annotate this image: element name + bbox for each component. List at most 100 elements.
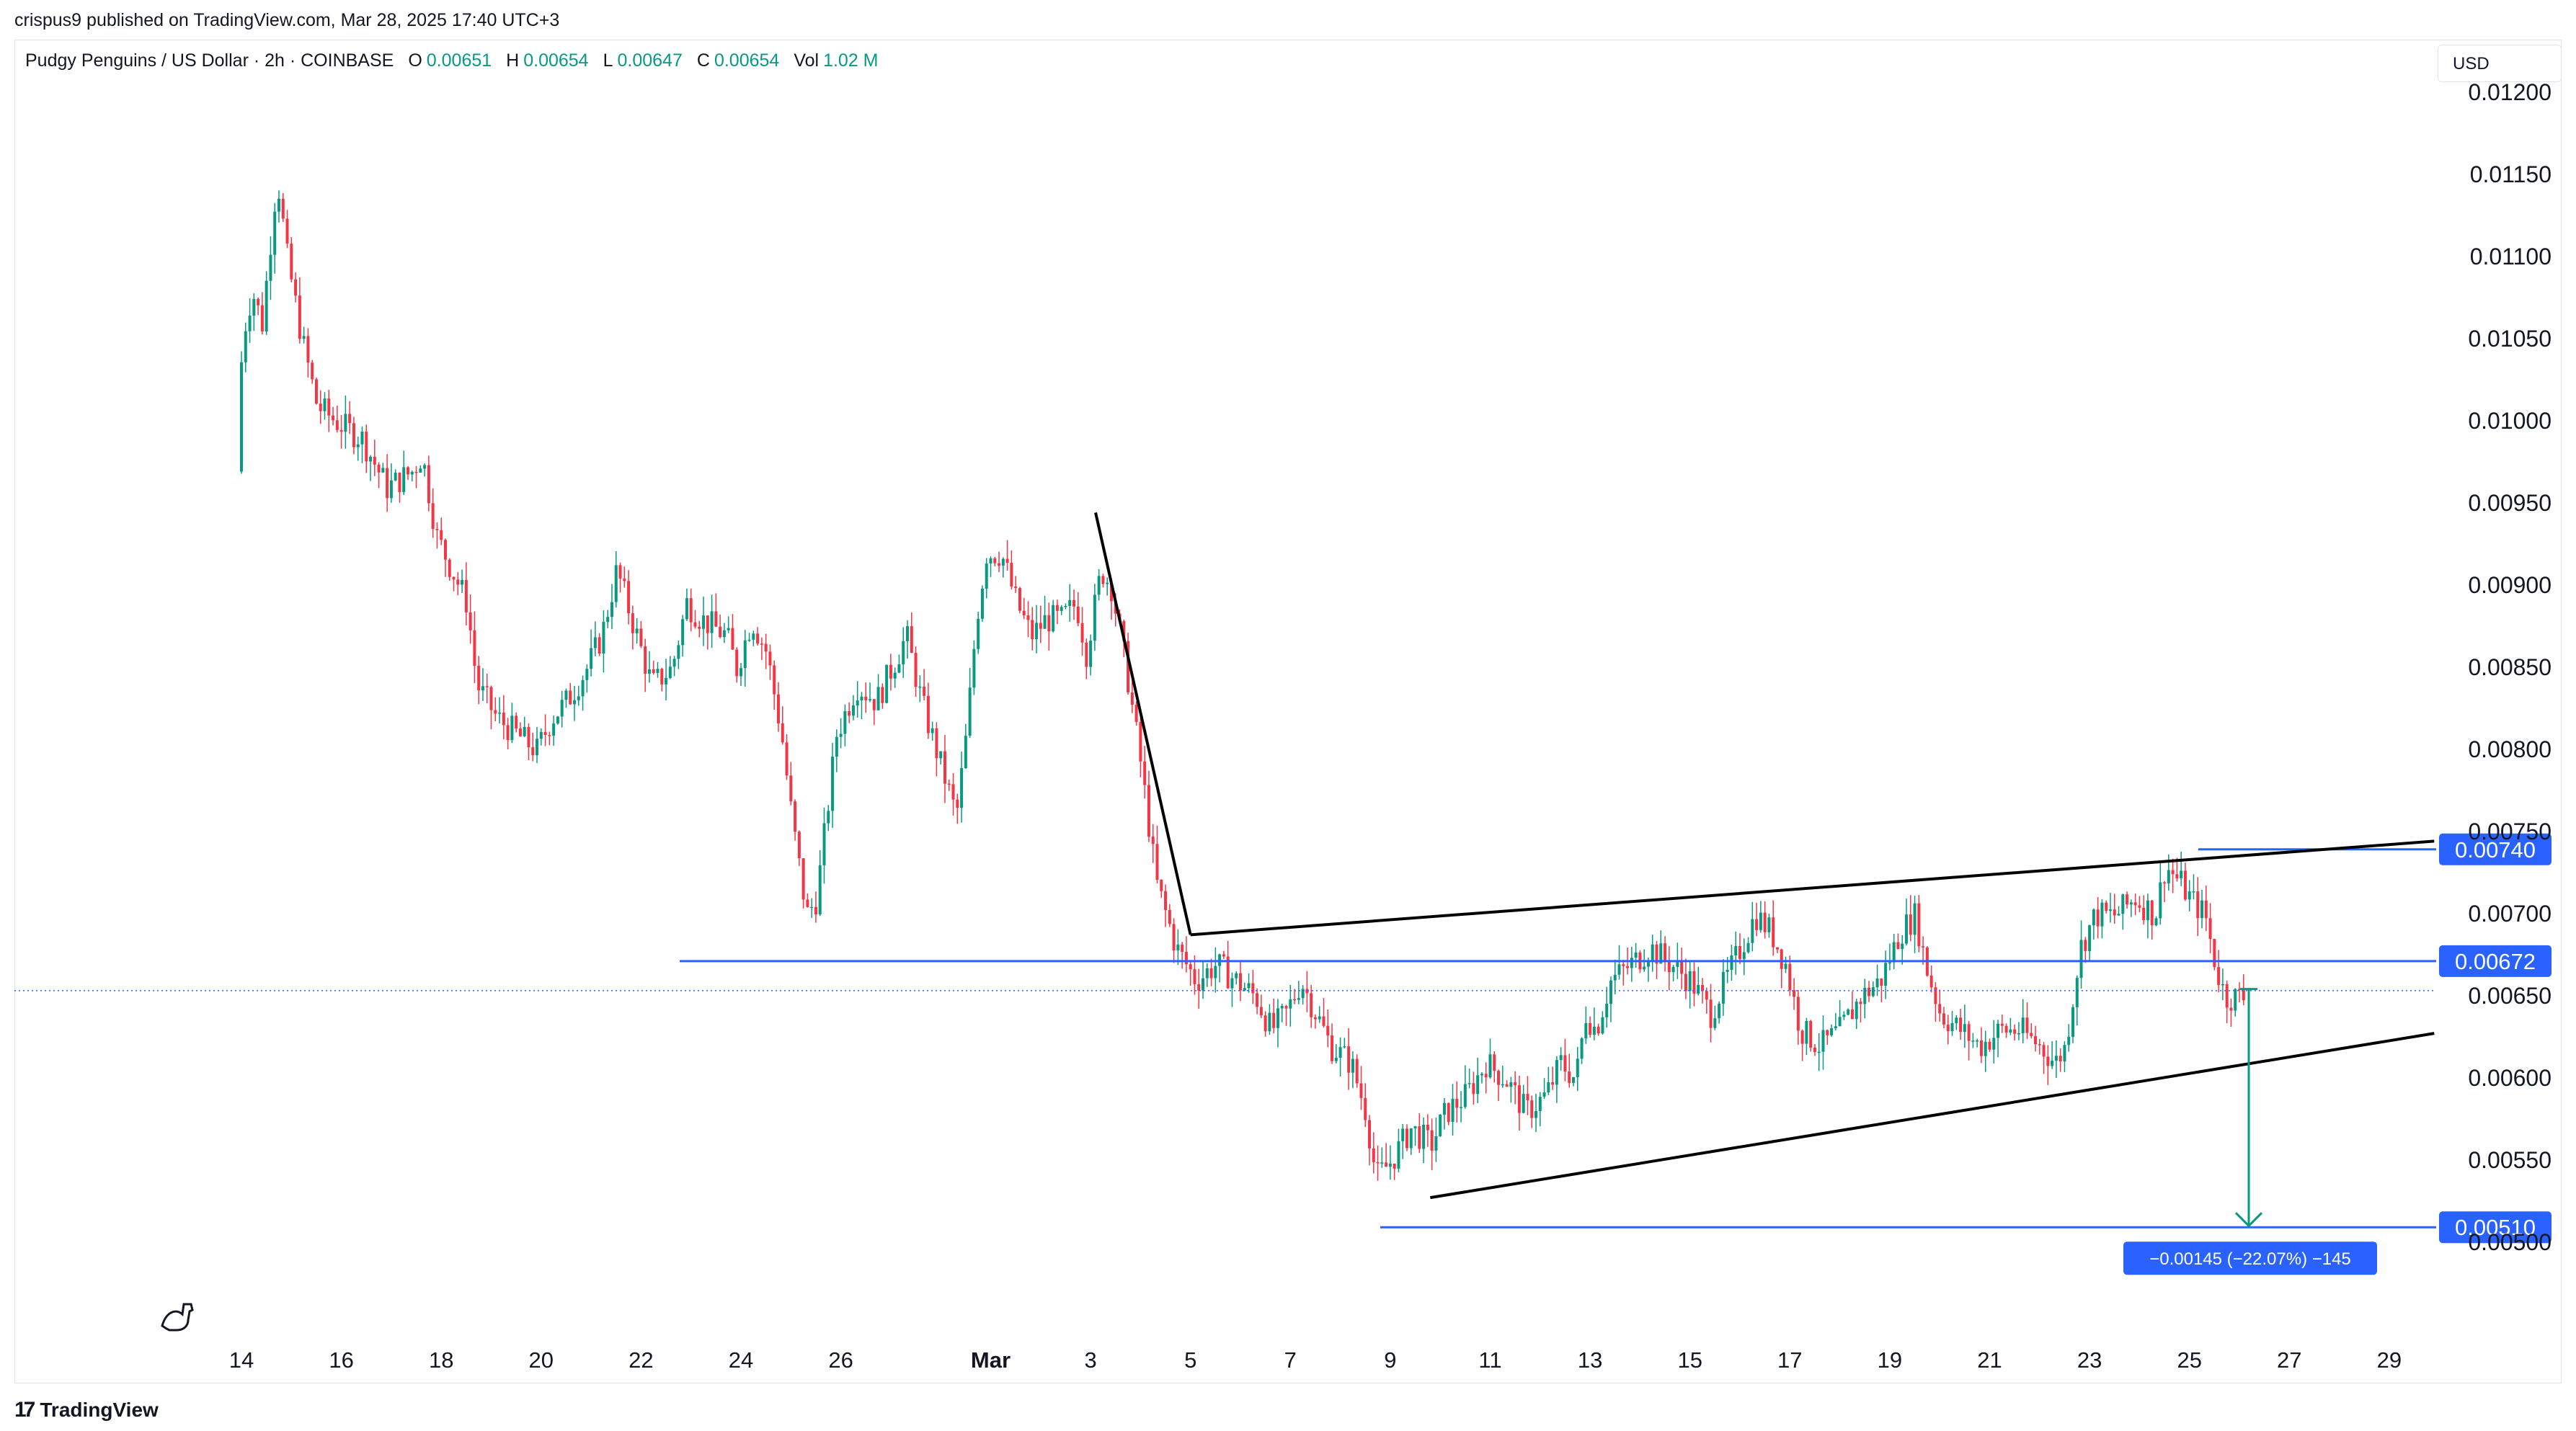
candle-body xyxy=(2071,1007,2074,1037)
candle-body xyxy=(2092,909,2095,926)
candle-body xyxy=(610,602,613,618)
candle-body xyxy=(1589,1022,1592,1035)
candle-body xyxy=(1988,1041,1991,1050)
candle-body xyxy=(1584,1022,1588,1039)
trend-line[interactable] xyxy=(1190,839,2435,937)
tradingview-mark-icon: 17 xyxy=(14,1398,35,1422)
open-label: O xyxy=(408,50,422,71)
candle-body xyxy=(947,783,951,785)
candle-body xyxy=(756,633,760,644)
candle-body xyxy=(1555,1060,1558,1085)
candle-body xyxy=(2117,914,2120,916)
dinosaur-icon[interactable] xyxy=(161,1303,194,1332)
candle-body xyxy=(290,244,293,280)
y-tick-label: 0.01200 xyxy=(2468,79,2551,105)
x-axis: 14 16 18 20 22 24 26 Mar 3 5 7 9 11 13 15 17 19 21 23 25 27 2… xyxy=(229,1347,2402,1373)
candle-body xyxy=(1592,1026,1596,1035)
candle-body xyxy=(481,686,484,691)
candle-body xyxy=(1085,642,1088,667)
trend-line[interactable] xyxy=(1094,512,1192,935)
currency-selector[interactable]: USD xyxy=(2438,45,2562,82)
candle-body xyxy=(489,687,493,710)
candle-body xyxy=(656,669,659,673)
candle-body xyxy=(1526,1094,1529,1101)
candle-body xyxy=(1401,1128,1405,1141)
candle-body xyxy=(1397,1141,1400,1169)
candle-body xyxy=(1155,844,1159,880)
y-tick-label: 0.00900 xyxy=(2468,572,2551,598)
candle-body xyxy=(515,716,518,728)
candle-body xyxy=(539,731,543,739)
candle-body xyxy=(681,619,685,646)
candle-body xyxy=(1160,879,1163,891)
candle-body xyxy=(2142,907,2146,920)
candle-body xyxy=(1043,615,1047,629)
candle-body xyxy=(1755,919,1759,930)
candle-body xyxy=(1680,961,1684,974)
x-tick-label: 5 xyxy=(1184,1347,1196,1373)
candle-body xyxy=(1609,980,1612,1004)
candle-body xyxy=(1805,1021,1808,1044)
candle-body xyxy=(644,646,647,674)
candle-body xyxy=(1243,988,1246,991)
candle-body xyxy=(273,211,277,255)
candle-body xyxy=(1688,971,1692,991)
candle-body xyxy=(1251,983,1255,994)
candle-body xyxy=(423,465,427,469)
symbol-title[interactable]: Pudgy Penguins / US Dollar · 2h · COINBA… xyxy=(25,50,394,71)
candle-body xyxy=(935,728,938,759)
candle-body xyxy=(606,617,610,623)
tradingview-logo[interactable]: 17 TradingView xyxy=(14,1398,159,1422)
candle-body xyxy=(1572,1076,1575,1083)
candle-body xyxy=(1259,1007,1263,1016)
candle-body xyxy=(1001,558,1005,566)
x-tick-label: 23 xyxy=(2077,1347,2102,1373)
candle-body xyxy=(1576,1058,1579,1077)
candle-body xyxy=(332,415,335,421)
candle-body xyxy=(993,558,997,563)
candle-body xyxy=(698,626,701,629)
candle-body xyxy=(306,336,310,363)
candle-body xyxy=(1064,605,1067,607)
candle-body xyxy=(1734,946,1738,956)
candle-body xyxy=(419,468,422,473)
candle-body xyxy=(1235,973,1238,978)
candle-body xyxy=(2108,909,2112,911)
candle-body xyxy=(1380,1162,1384,1164)
candle-body xyxy=(989,558,992,564)
candle-body xyxy=(2079,940,2083,978)
trend-line[interactable] xyxy=(1430,1032,2435,1200)
candle-body xyxy=(1072,599,1075,607)
candle-body xyxy=(1093,594,1096,641)
candle-body xyxy=(1089,641,1093,667)
candle-body xyxy=(2105,902,2108,911)
candle-body xyxy=(2188,891,2191,900)
candle-body xyxy=(2021,1017,2025,1033)
candle-body xyxy=(1596,1026,1600,1034)
candle-body xyxy=(1605,1004,1609,1017)
y-tick-label: 0.00700 xyxy=(2468,901,2551,927)
candle-body xyxy=(2038,1044,2041,1046)
y-tick-label: 0.00650 xyxy=(2468,983,2551,1009)
candle-body xyxy=(1697,984,1700,994)
candle-body xyxy=(323,398,327,411)
tradingview-brand-text: TradingView xyxy=(40,1399,159,1421)
candle-body xyxy=(252,298,256,316)
candle-body xyxy=(2046,1056,2050,1066)
chart-frame[interactable] xyxy=(14,40,2562,1383)
candle-body xyxy=(2192,891,2195,893)
candle-body xyxy=(822,823,826,865)
price-tag xyxy=(2439,833,2551,865)
candle-body xyxy=(1172,924,1176,950)
candle-body xyxy=(2234,989,2237,1011)
candle-body xyxy=(1442,1102,1446,1115)
y-tick-label: 0.00950 xyxy=(2468,490,2551,516)
candle-body xyxy=(1626,966,1630,968)
candle-body xyxy=(647,669,651,674)
candle-body xyxy=(2054,1056,2058,1061)
candle-body xyxy=(427,465,430,504)
candle-body xyxy=(1164,891,1168,910)
candle-body xyxy=(719,626,722,638)
candle-body xyxy=(1301,989,1305,999)
